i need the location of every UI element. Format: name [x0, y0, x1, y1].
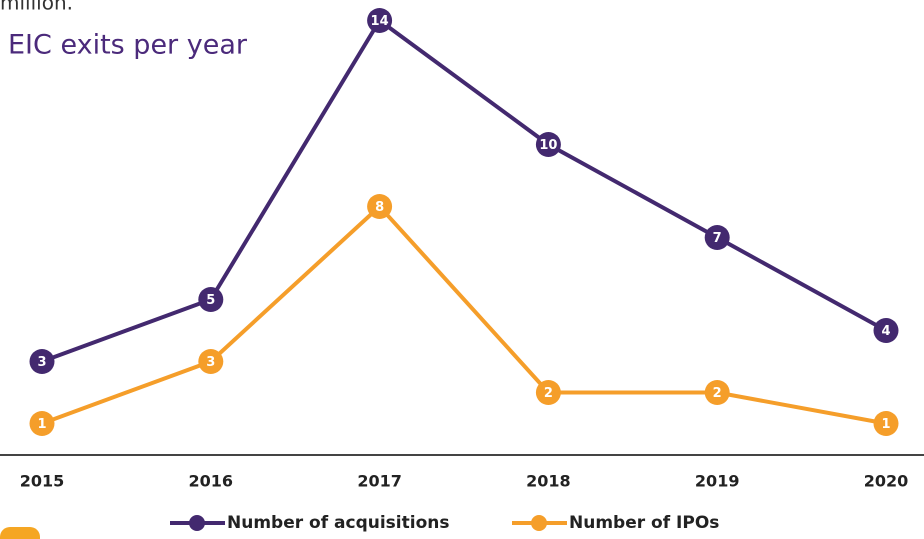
data-label: 14: [371, 14, 389, 29]
data-point: [704, 225, 730, 250]
data-label: 1: [881, 417, 890, 432]
legend-swatch-dot: [531, 515, 547, 531]
data-point: [535, 380, 561, 405]
data-point: [29, 411, 55, 436]
data-label: 4: [881, 324, 890, 339]
x-tick-label: 2020: [864, 472, 909, 491]
data-label: 2: [544, 386, 553, 401]
data-label: 7: [713, 231, 722, 246]
data-point: [367, 8, 393, 33]
decoration: [0, 527, 40, 539]
legend-label: Number of acquisitions: [227, 513, 450, 533]
data-point: [873, 318, 899, 343]
data-label: 10: [539, 138, 557, 153]
data-point: [198, 349, 224, 374]
x-tick-label: 2017: [357, 472, 402, 491]
data-point: [29, 349, 55, 374]
data-label: 8: [375, 200, 384, 215]
series-line: [41, 17, 887, 364]
chart-title: EIC exits per year: [8, 30, 248, 61]
data-label: 5: [206, 293, 215, 308]
data-point: [535, 132, 561, 157]
x-tick-label: 2018: [526, 472, 571, 491]
x-tick-label: 2019: [695, 472, 740, 491]
legend-label: Number of IPOs: [569, 513, 719, 533]
data-point: [873, 411, 899, 436]
data-label: 3: [37, 355, 46, 370]
series-line: [41, 203, 887, 426]
data-label: 2: [713, 386, 722, 401]
data-label: 3: [206, 355, 215, 370]
x-tick-label: 2016: [189, 472, 234, 491]
data-point: [198, 287, 224, 312]
data-point: [367, 194, 393, 219]
data-point: [704, 380, 730, 405]
header-fragment: million.: [0, 0, 73, 15]
legend-swatch-dot: [189, 515, 205, 531]
data-label: 1: [37, 417, 46, 432]
x-tick-label: 2015: [20, 472, 65, 491]
